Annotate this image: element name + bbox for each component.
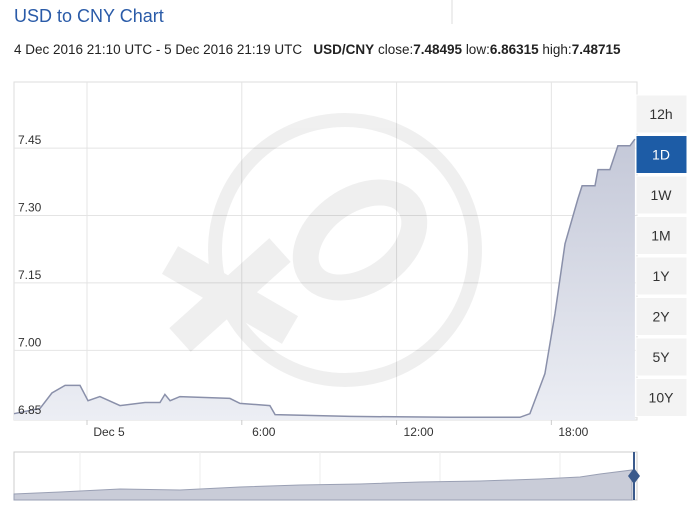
range-button-label[interactable]: 5Y (652, 349, 670, 365)
y-tick-label: 6.85 (18, 403, 42, 417)
range-button[interactable] (635, 337, 688, 377)
range-button[interactable] (635, 297, 688, 336)
stat-value: 6.86315 (489, 42, 539, 57)
area (14, 139, 635, 420)
range-button[interactable] (635, 94, 688, 134)
navigator (13, 451, 640, 501)
range-button[interactable] (635, 216, 688, 255)
x-tick-label: Dec 5 (93, 425, 125, 439)
range-button-label[interactable]: 1W (651, 187, 673, 203)
y-tick-label: 7.00 (18, 335, 42, 349)
range-button-label[interactable]: 1Y (652, 268, 670, 284)
axis-labels: 6.85 7.00 7.15 7.30 7.45 Dec 5 6:00 12:00 18:00 (18, 133, 589, 439)
x-tick-label: 12:00 (404, 425, 434, 439)
range-button[interactable] (635, 135, 688, 174)
chart-title: USD to CNY Chart (14, 6, 164, 26)
y-tick-label: 7.45 (18, 133, 42, 147)
x-tick-label: 6:00 (252, 425, 276, 439)
subtitle: 4 Dec 2016 21:10 UTC - 5 Dec 2016 21:19 … (14, 42, 621, 57)
range-buttons: 12h 1D 1W 1M 1Y 2Y 5Y 10Y (635, 94, 688, 417)
range-button-label[interactable]: 2Y (652, 309, 670, 325)
range-button-label[interactable]: 1D (652, 147, 670, 163)
stat-label: close: (377, 42, 414, 57)
date-range: 4 Dec 2016 21:10 UTC - 5 Dec 2016 21:19 … (14, 42, 303, 57)
range-button[interactable] (635, 256, 688, 296)
stats: close:7.48495 low:6.86315 high:7.48715 (378, 42, 621, 57)
range-button[interactable] (635, 175, 688, 215)
range-button-label[interactable]: 1M (651, 228, 670, 244)
y-tick-label: 7.30 (18, 200, 42, 214)
plot-area (13, 81, 638, 421)
y-tick-label: 7.15 (18, 268, 42, 282)
line (13, 138, 636, 419)
series (13, 138, 636, 420)
stat-label: low: (465, 42, 490, 57)
pair: USD/CNY (313, 42, 375, 57)
stat-value: 7.48495 (413, 42, 463, 57)
stat-label: high: (542, 42, 572, 57)
stat-value: 7.48715 (571, 42, 621, 57)
range-button-label[interactable]: 12h (649, 106, 672, 122)
range-button-label[interactable]: 10Y (649, 390, 675, 406)
x-tick-label: 18:00 (558, 425, 588, 439)
watermark (161, 113, 482, 387)
range-button[interactable] (635, 378, 688, 417)
